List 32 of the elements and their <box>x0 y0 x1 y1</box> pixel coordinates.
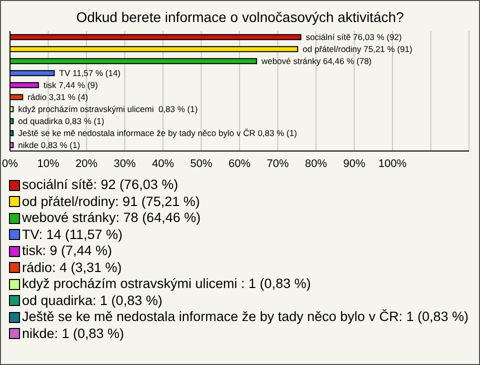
category-label: od quadirka 0,83 % (1) <box>18 116 104 126</box>
category-label: sociální sítě: 92 (76,03 %) <box>22 177 178 192</box>
category-label: nikde 0,83 % (1) <box>18 140 80 150</box>
category-label: rádio 3,31 % (4) <box>28 92 88 102</box>
x-tick-label: 20% <box>75 158 98 170</box>
category-label: sociální sítě 76,03 % (92) <box>306 32 402 42</box>
x-tick-label: 10% <box>37 158 60 170</box>
category-label: TV: 14 (11,57 %) <box>22 226 123 242</box>
category-label: od quadirka: 1 (0,83 %) <box>22 292 162 308</box>
category-label: od přátel/rodiny 75,21 % (91) <box>302 44 412 54</box>
x-tick-label: 100% <box>378 158 407 170</box>
category-label: Ještě se ke mě nedostala informace že by tady něco bylo v ČR: 1 (0,83 %) <box>22 309 468 324</box>
x-tick-label: 70% <box>266 158 289 170</box>
category-label: když procházím ostravskými ulicemi 0,83 % (1) <box>18 104 198 114</box>
x-tick-label: 50% <box>190 158 212 170</box>
category-label: když procházím ostravskými ulicemi : 1 (0,83 %) <box>22 276 311 291</box>
x-tick-label: 30% <box>114 158 136 170</box>
category-label: TV 11,57 % (14) <box>59 68 121 78</box>
category-label: Ještě se ke mě nedostala informace že by tady něco bylo v ČR 0,83 % (1) <box>18 128 297 138</box>
x-tick-label: 90% <box>343 158 366 170</box>
x-tick-label: 40% <box>152 158 174 170</box>
category-label: od přátel/rodiny: 91 (75,21 %) <box>22 194 200 208</box>
chart-title: Odkud berete informace o volnočasových aktivitách? <box>75 9 405 25</box>
x-tick-label: 60% <box>228 158 251 170</box>
category-label: rádio: 4 (3,31 %) <box>22 260 122 274</box>
category-label: tisk 7,44 % (9) <box>43 80 98 90</box>
category-label: nikde: 1 (0,83 %) <box>22 326 124 340</box>
category-label: webové stránky 64,46 % (78) <box>262 56 372 66</box>
category-label: tisk: 9 (7,44 %) <box>22 243 112 258</box>
x-tick-label: 0% <box>2 158 18 170</box>
category-label: webové stránky: 78 (64,46 %) <box>22 210 201 225</box>
x-tick-label: 80% <box>304 158 328 170</box>
